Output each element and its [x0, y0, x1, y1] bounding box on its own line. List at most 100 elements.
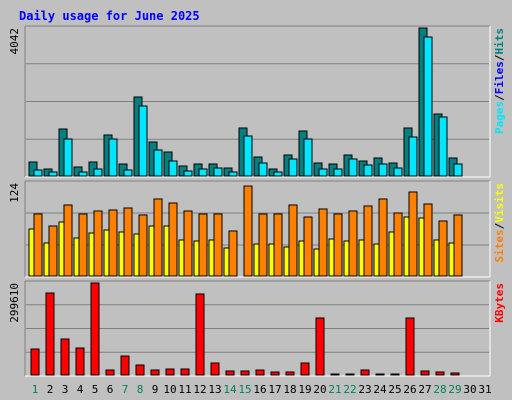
bar-kbytes-day-9 [150, 369, 160, 376]
x-tick-label-day-31: 31 [478, 383, 491, 396]
bar-pages-day-9 [153, 149, 163, 177]
x-tick-label-day-4: 4 [77, 383, 84, 396]
bar-kbytes-day-17 [270, 371, 280, 376]
bar-sites-day-27 [423, 203, 433, 277]
legend-item-pages: Pages [493, 101, 506, 134]
bar-kbytes-day-14 [225, 370, 235, 376]
bar-pages-day-5 [93, 168, 103, 177]
bar-sites-day-2 [48, 225, 58, 277]
x-tick-label-day-20: 20 [313, 383, 326, 396]
bar-kbytes-day-23 [360, 369, 370, 376]
x-tick-label-day-21: 21 [328, 383, 341, 396]
x-tick-label-day-8: 8 [137, 383, 144, 396]
x-tick-label-day-25: 25 [388, 383, 401, 396]
legend-item-sites: Sites [493, 229, 506, 262]
bar-sites-day-19 [303, 216, 313, 277]
x-tick-label-day-11: 11 [178, 383, 191, 396]
bar-sites-day-6 [108, 209, 118, 277]
legend-separator: / [493, 94, 506, 101]
bar-sites-day-18 [288, 204, 298, 277]
x-tick-label-day-3: 3 [62, 383, 69, 396]
bar-sites-day-8 [138, 214, 148, 277]
legend-separator: / [493, 54, 506, 61]
bar-kbytes-day-10 [165, 368, 175, 376]
bar-kbytes-day-8 [135, 364, 145, 376]
legend-visits: Sites/Visits [493, 183, 506, 263]
bar-kbytes-day-1 [30, 348, 40, 376]
x-tick-label-day-15: 15 [238, 383, 251, 396]
bar-sites-day-17 [273, 213, 283, 277]
bar-kbytes-day-29 [450, 372, 460, 376]
bar-kbytes-day-21 [330, 373, 340, 376]
x-tick-label-day-29: 29 [448, 383, 461, 396]
x-tick-label-day-12: 12 [193, 383, 206, 396]
bar-kbytes-day-13 [210, 362, 220, 376]
bar-kbytes-day-15 [240, 370, 250, 376]
legend-item-kbytes: KBytes [493, 283, 506, 323]
x-tick-label-day-1: 1 [32, 383, 39, 396]
x-tick-label-day-19: 19 [298, 383, 311, 396]
bar-kbytes-day-4 [75, 347, 85, 376]
bar-sites-day-9 [153, 198, 163, 277]
bar-sites-day-14 [228, 230, 238, 277]
bar-pages-day-2 [48, 171, 58, 177]
panel-visits: 124 Sites/Visits [8, 180, 506, 278]
bar-sites-day-13 [213, 213, 223, 277]
bar-sites-day-20 [318, 208, 328, 277]
bar-sites-day-5 [93, 210, 103, 277]
bar-pages-day-20 [318, 168, 328, 177]
bar-sites-day-22 [348, 210, 358, 277]
legend-item-hits: Hits [493, 28, 506, 55]
x-tick-label-day-22: 22 [343, 383, 356, 396]
bar-pages-day-15 [243, 135, 253, 177]
bar-kbytes-day-19 [300, 362, 310, 376]
bar-kbytes-day-5 [90, 282, 100, 376]
y-axis-max-label: 299610 [8, 283, 21, 323]
bar-sites-day-16 [258, 213, 268, 277]
bar-kbytes-day-20 [315, 317, 325, 376]
legend-kbytes: KBytes [493, 283, 506, 323]
bar-pages-day-3 [63, 138, 73, 177]
x-tick-label-day-13: 13 [208, 383, 221, 396]
bar-kbytes-day-7 [120, 355, 130, 376]
bar-pages-day-29 [453, 163, 463, 177]
bar-sites-day-11 [183, 210, 193, 277]
x-tick-label-day-28: 28 [433, 383, 446, 396]
bar-kbytes-day-18 [285, 371, 295, 376]
bar-pages-day-16 [258, 162, 268, 177]
bar-pages-day-11 [183, 170, 193, 177]
legend-hits: Pages/Files/Hits [493, 28, 506, 134]
bar-kbytes-day-22 [345, 373, 355, 376]
bar-sites-day-15 [243, 185, 253, 277]
x-tick-label-day-2: 2 [47, 383, 54, 396]
bar-pages-day-19 [303, 138, 313, 177]
x-axis-day-labels: 1 2 3 4 5 6 7 8 9 10 11 12 13 14 15 16 17 18 19 20 21 22 23 24 2… [32, 383, 492, 396]
panel-kbytes: 299610 KBytes [8, 280, 506, 377]
bar-pages-day-23 [363, 164, 373, 177]
bar-sites-day-28 [438, 220, 448, 277]
bar-pages-day-7 [123, 169, 133, 177]
y-axis-max-label: 124 [8, 183, 21, 203]
bar-sites-day-12 [198, 213, 208, 277]
x-tick-label-day-7: 7 [122, 383, 129, 396]
bar-pages-day-10 [168, 160, 178, 177]
bar-sites-day-29 [453, 214, 463, 277]
bar-kbytes-day-16 [255, 369, 265, 376]
bar-pages-day-17 [273, 171, 283, 177]
bar-pages-day-8 [138, 105, 148, 177]
x-tick-label-day-5: 5 [92, 383, 99, 396]
x-tick-label-day-18: 18 [283, 383, 296, 396]
bar-pages-day-22 [348, 158, 358, 177]
bar-pages-day-13 [213, 167, 223, 177]
bar-hits-day-1 [28, 161, 38, 177]
x-tick-label-day-26: 26 [403, 383, 416, 396]
y-axis-max-label: 4042 [8, 28, 21, 55]
bar-pages-day-18 [288, 158, 298, 177]
bar-pages-day-4 [78, 171, 88, 177]
x-tick-label-day-17: 17 [268, 383, 281, 396]
bar-kbytes-day-6 [105, 369, 115, 376]
bar-pages-day-12 [198, 168, 208, 177]
bar-sites-day-7 [123, 207, 133, 277]
legend-separator: / [493, 222, 506, 229]
bar-kbytes-day-2 [45, 292, 55, 376]
